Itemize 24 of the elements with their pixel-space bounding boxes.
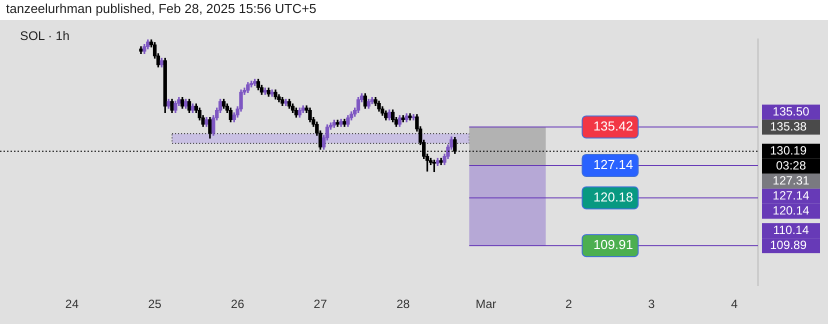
text: 120.14 — [772, 204, 810, 218]
x-tick-label: 27 — [314, 297, 328, 312]
text: 03:28 — [776, 158, 806, 173]
ref-line-label: 127.14 — [593, 157, 634, 172]
x-tick-label: 3 — [648, 297, 656, 312]
x-tick-label: 28 — [396, 297, 410, 312]
x-tick-label: 2 — [565, 297, 572, 312]
y-tick-label: 130.19 — [770, 144, 808, 158]
text: 110.14 — [773, 222, 810, 237]
x-tick-label: Mar — [476, 297, 496, 312]
ref-line-label: 109.91 — [593, 237, 634, 252]
x-tick-label: 26 — [230, 297, 245, 312]
chart-title: SOL · 1h — [20, 29, 70, 43]
y-tick-label: 135.38 — [770, 119, 808, 134]
text: tanzeelurhman published, Feb 28, 2025 15:56 UTC+5 — [5, 0, 318, 18]
x-tick-label: 4 — [730, 297, 738, 312]
x-tick-label: 25 — [148, 297, 162, 312]
ref-line-label: 135.42 — [593, 118, 634, 134]
ref-line-label: 120.18 — [593, 189, 634, 204]
text: 135.50 — [772, 104, 810, 118]
text: 127.14 — [772, 188, 810, 203]
text: 127.31 — [772, 174, 810, 188]
y-tick-label: 109.89 — [770, 238, 808, 252]
x-tick-label: 24 — [65, 297, 79, 312]
